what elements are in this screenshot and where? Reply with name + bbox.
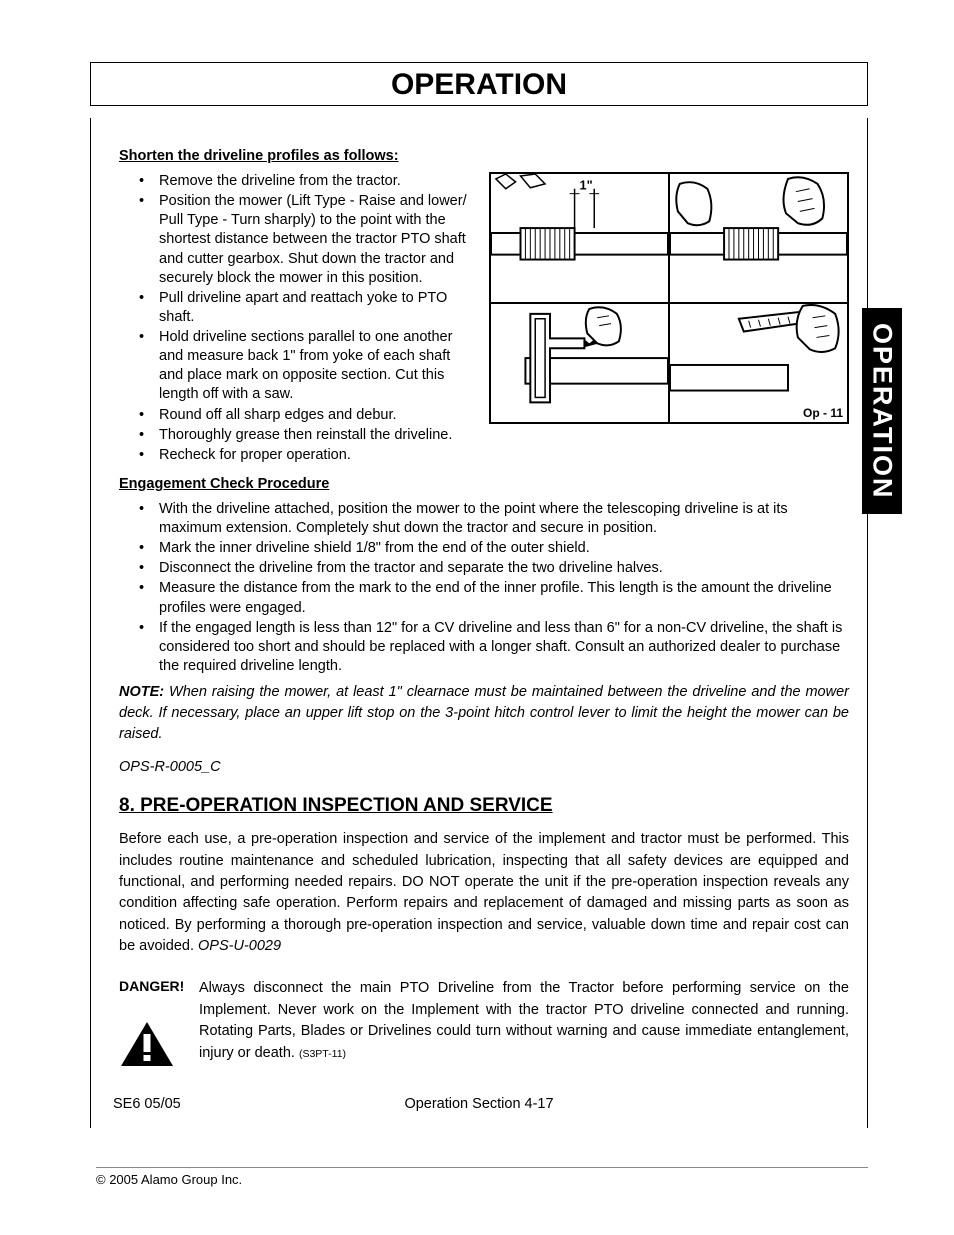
content-frame: Shorten the driveline profiles as follow… (90, 118, 868, 1128)
file-debur-icon (670, 304, 847, 422)
section1-row: Remove the driveline from the tractor. P… (119, 172, 849, 466)
bullet-item: Mark the inner driveline shield 1/8" fro… (131, 539, 849, 558)
note-label: NOTE: (119, 684, 164, 700)
bullet-item: Round off all sharp edges and debur. (131, 406, 475, 425)
saw-cut-icon (491, 304, 668, 422)
footer-center: Operation Section 4-17 (91, 1096, 867, 1112)
section3-text: Before each use, a pre-operation inspect… (119, 831, 849, 954)
bullet-item: Recheck for proper operation. (131, 446, 475, 465)
note-block: NOTE: When raising the mower, at least 1… (119, 682, 849, 745)
figure-column: 1" (489, 172, 849, 466)
side-tab: OPERATION (862, 308, 902, 514)
copyright: © 2005 Alamo Group Inc. (96, 1167, 868, 1187)
section1-bullets: Remove the driveline from the tractor. P… (119, 172, 475, 465)
warning-triangle-icon (119, 1020, 175, 1070)
figure-cell-1: 1" (490, 173, 669, 303)
bullet-item: With the driveline attached, position th… (131, 500, 849, 538)
section3-body: Before each use, a pre-operation inspect… (119, 829, 849, 958)
bullet-item: Thoroughly grease then reinstall the dri… (131, 426, 475, 445)
section2-heading: Engagement Check Procedure (119, 476, 849, 492)
danger-code: (S3PT-11) (299, 1048, 346, 1060)
section1-heading: Shorten the driveline profiles as follow… (119, 148, 849, 164)
figure-grid: 1" (489, 172, 849, 424)
page-title: OPERATION (90, 68, 868, 102)
section3-ref: OPS-U-0029 (198, 938, 281, 954)
bullet-item: If the engaged length is less than 12" f… (131, 619, 849, 676)
danger-label: DANGER! (119, 978, 191, 994)
note-body: When raising the mower, at least 1" clea… (119, 684, 849, 742)
figure-label: Op - 11 (803, 406, 843, 420)
svg-text:1": 1" (579, 178, 592, 193)
bullet-item: Pull driveline apart and reattach yoke t… (131, 289, 475, 327)
danger-body: Always disconnect the main PTO Driveline… (199, 980, 849, 1061)
bullet-item: Measure the distance from the mark to th… (131, 579, 849, 617)
figure-cell-2 (669, 173, 848, 303)
hands-shaft-icon (670, 174, 847, 302)
danger-block: DANGER! Always disconnect the main PTO D… (119, 978, 849, 1065)
section2-bullets: With the driveline attached, position th… (119, 500, 849, 676)
figure-cell-3 (490, 303, 669, 423)
figure-cell-4: Op - 11 (669, 303, 848, 423)
driveline-measure-icon: 1" (491, 174, 668, 302)
section3-heading: 8. PRE-OPERATION INSPECTION AND SERVICE (119, 795, 849, 817)
section1-text-col: Remove the driveline from the tractor. P… (119, 172, 475, 466)
bullet-item: Disconnect the driveline from the tracto… (131, 559, 849, 578)
bullet-item: Position the mower (Lift Type - Raise an… (131, 192, 475, 288)
bullet-item: Remove the driveline from the tractor. (131, 172, 475, 191)
bullet-item: Hold driveline sections parallel to one … (131, 328, 475, 405)
danger-text: Always disconnect the main PTO Driveline… (199, 978, 849, 1065)
ref-code: OPS-R-0005_C (119, 759, 849, 775)
